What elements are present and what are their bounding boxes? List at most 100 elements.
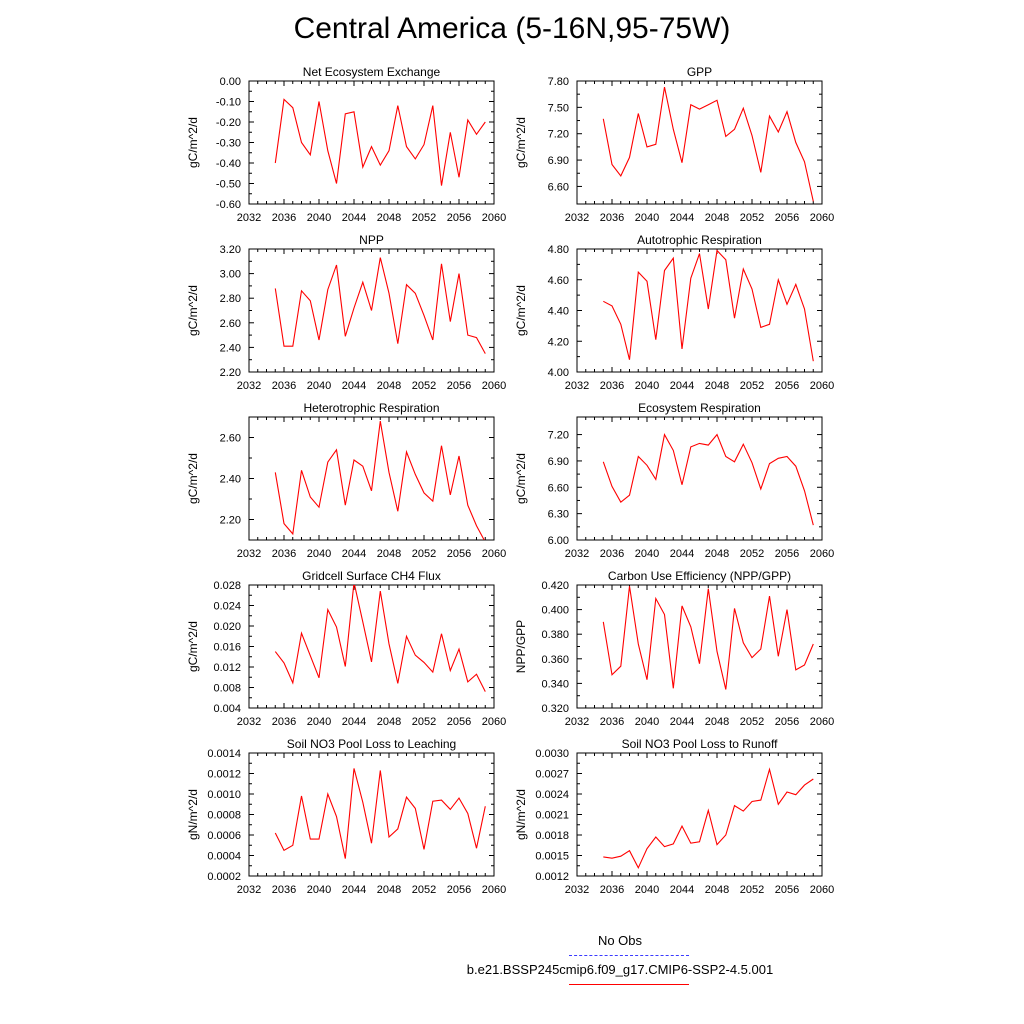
x-tick-label: 2060: [482, 212, 506, 224]
x-tick-label: 2060: [482, 716, 506, 728]
y-tick-label: 2.20: [220, 367, 241, 379]
y-tick-label: -0.50: [216, 179, 241, 191]
x-tick-label: 2032: [565, 212, 589, 224]
y-tick-label: 2.40: [220, 474, 241, 486]
x-tick-label: 2048: [705, 212, 729, 224]
x-tick-label: 2044: [670, 716, 694, 728]
y-tick-label: 0.020: [213, 621, 241, 633]
x-tick-label: 2036: [600, 716, 624, 728]
plot-frame: [576, 584, 823, 709]
x-tick-label: 2036: [272, 212, 296, 224]
y-tick-label: 0.008: [213, 683, 241, 695]
y-tick-label: 7.80: [548, 76, 569, 88]
series-line: [602, 433, 814, 526]
y-axis-label: gC/m^2/d: [514, 453, 528, 504]
panel-title: Carbon Use Efficiency (NPP/GPP): [608, 569, 791, 583]
y-tick-label: 0.340: [541, 678, 569, 690]
y-tick-label: 6.30: [548, 509, 569, 521]
y-tick-label: 2.80: [220, 293, 241, 305]
x-tick-label: 2040: [307, 380, 331, 392]
x-tick-label: 2052: [740, 548, 764, 560]
x-tick-label: 2056: [775, 548, 799, 560]
y-tick-label: -0.60: [216, 199, 241, 211]
panel-6: Ecosystem Respiration gC/m^2/d 2032 2036 204…: [514, 401, 834, 560]
y-tick-label: 0.0030: [535, 748, 569, 760]
legend-obs-swatch: [569, 955, 689, 956]
y-tick-label: 6.00: [548, 535, 569, 547]
y-tick-label: 4.20: [548, 336, 569, 348]
x-tick-label: 2060: [810, 380, 834, 392]
x-tick-label: 2032: [565, 716, 589, 728]
y-tick-label: 0.028: [213, 580, 241, 592]
x-tick-label: 2056: [775, 380, 799, 392]
y-axis-label: gC/m^2/d: [514, 117, 528, 168]
y-tick-label: 4.40: [548, 306, 569, 318]
y-axis-label: gC/m^2/d: [186, 621, 200, 672]
panel-10: Soil NO3 Pool Loss to Runoff gN/m^2/d 2032…: [514, 737, 834, 896]
panel-7: Gridcell Surface CH4 Flux gC/m^2/d 2032 203…: [186, 569, 506, 728]
x-tick-label: 2032: [237, 212, 261, 224]
panel-title: Heterotrophic Respiration: [303, 401, 439, 415]
x-tick-label: 2052: [412, 380, 436, 392]
series-line: [274, 585, 486, 692]
y-tick-label: 0.360: [541, 654, 569, 666]
x-tick-label: 2056: [447, 380, 471, 392]
y-axis-label: gC/m^2/d: [514, 285, 528, 336]
plot-frame: [248, 80, 495, 205]
panel-1: Net Ecosystem Exchange gC/m^2/d 2032 2036 20…: [186, 65, 506, 224]
x-tick-label: 2036: [272, 884, 296, 896]
y-tick-label: 0.00: [220, 76, 241, 88]
y-tick-label: 0.0027: [535, 769, 569, 781]
x-tick-label: 2052: [412, 716, 436, 728]
x-tick-label: 2044: [342, 380, 366, 392]
series-line: [602, 586, 814, 690]
y-tick-label: 4.80: [548, 244, 569, 256]
y-tick-label: 0.0012: [207, 769, 241, 781]
x-tick-label: 2048: [377, 380, 401, 392]
y-tick-label: 2.40: [220, 342, 241, 354]
series-line: [274, 257, 486, 354]
x-tick-label: 2056: [447, 212, 471, 224]
x-tick-label: 2056: [775, 212, 799, 224]
x-tick-label: 2056: [775, 884, 799, 896]
y-tick-label: -0.20: [216, 117, 241, 129]
y-tick-label: 0.016: [213, 642, 241, 654]
panel-title: GPP: [687, 65, 712, 79]
legend-model-swatch: [569, 984, 689, 985]
y-tick-label: 0.380: [541, 629, 569, 641]
panel-2: GPP gC/m^2/d 2032 2036 2040 2044 2048 2052 2056 2…: [514, 65, 834, 224]
x-tick-label: 2032: [237, 884, 261, 896]
panel-3: NPP gC/m^2/d 2032 2036 2040 2044 2048 2052 2056 2…: [186, 233, 506, 392]
x-tick-label: 2048: [377, 212, 401, 224]
y-tick-label: 4.00: [548, 367, 569, 379]
x-tick-label: 2040: [635, 212, 659, 224]
y-axis-label: NPP/GPP: [514, 620, 528, 673]
x-tick-label: 2032: [565, 884, 589, 896]
y-tick-label: 0.0004: [207, 851, 241, 863]
y-tick-label: 6.90: [548, 456, 569, 468]
x-tick-label: 2052: [740, 716, 764, 728]
x-tick-label: 2044: [342, 716, 366, 728]
y-axis-label: gC/m^2/d: [186, 117, 200, 168]
y-tick-label: 0.0024: [535, 789, 569, 801]
y-tick-label: 0.0012: [535, 871, 569, 883]
y-axis-label: gC/m^2/d: [186, 285, 200, 336]
x-tick-label: 2032: [237, 548, 261, 560]
panel-4: Autotrophic Respiration gC/m^2/d 2032 2036 2…: [514, 233, 834, 392]
series-line: [603, 249, 814, 362]
x-tick-label: 2044: [342, 212, 366, 224]
y-tick-label: 0.0006: [207, 830, 241, 842]
x-tick-label: 2048: [705, 548, 729, 560]
plot-frame: [248, 416, 495, 541]
x-tick-label: 2056: [447, 548, 471, 560]
y-tick-label: 2.60: [220, 433, 241, 445]
y-tick-label: 0.012: [213, 662, 241, 674]
x-tick-label: 2036: [272, 716, 296, 728]
y-tick-label: 0.320: [541, 703, 569, 715]
panel-title: Soil NO3 Pool Loss to Runoff: [622, 737, 779, 751]
panel-9: Soil NO3 Pool Loss to Leaching gN/m^2/d 20…: [186, 737, 506, 896]
panel-title: NPP: [359, 233, 384, 247]
panel-title: Net Ecosystem Exchange: [303, 65, 441, 79]
panel-title: Soil NO3 Pool Loss to Leaching: [287, 737, 456, 751]
